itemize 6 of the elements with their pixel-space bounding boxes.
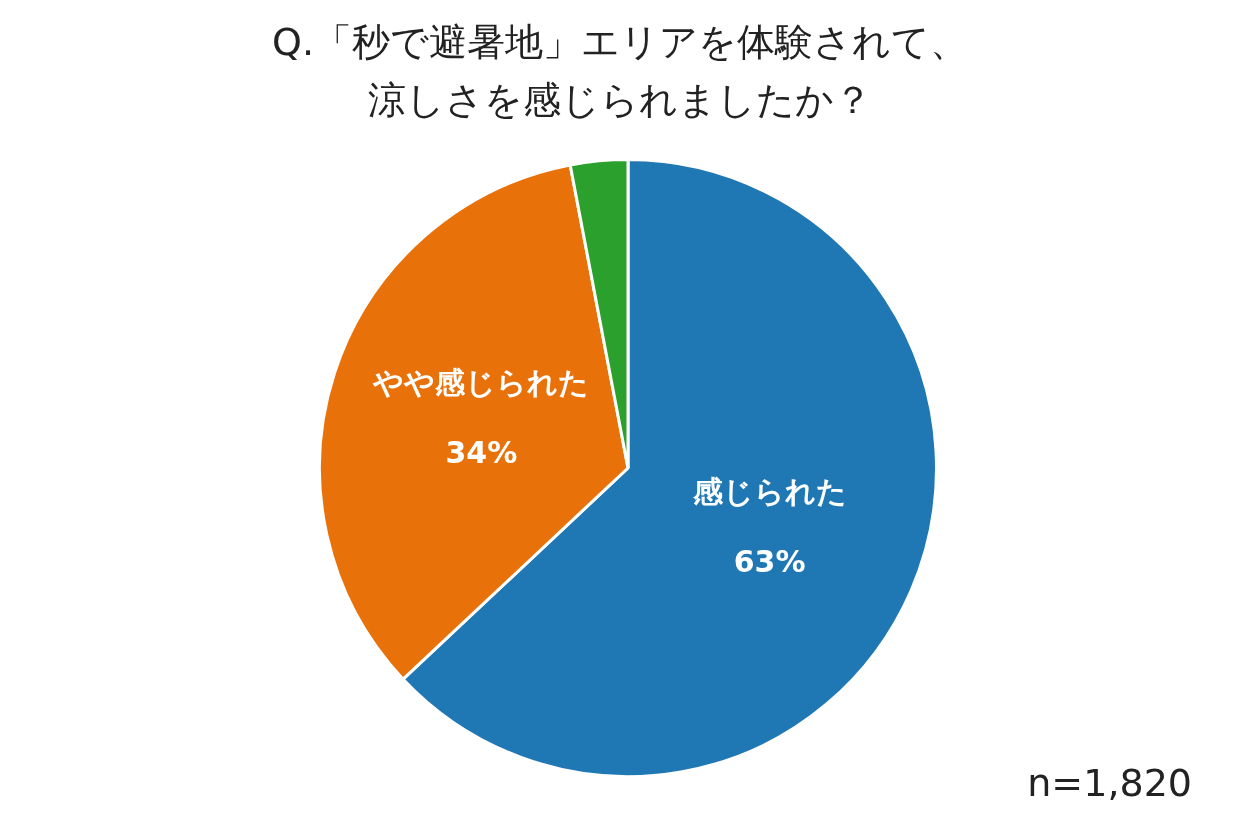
chart-title: Q.「秒で避暑地」エリアを体験されて、涼しさを感じられましたか？ (271, 19, 969, 124)
text: n=1,820 (1027, 761, 1192, 805)
data-label: 63% (733, 544, 806, 580)
slice-label: やや感じられた (372, 365, 590, 401)
slice-label: 感じられた (691, 474, 847, 510)
data-label: 34% (445, 435, 518, 471)
